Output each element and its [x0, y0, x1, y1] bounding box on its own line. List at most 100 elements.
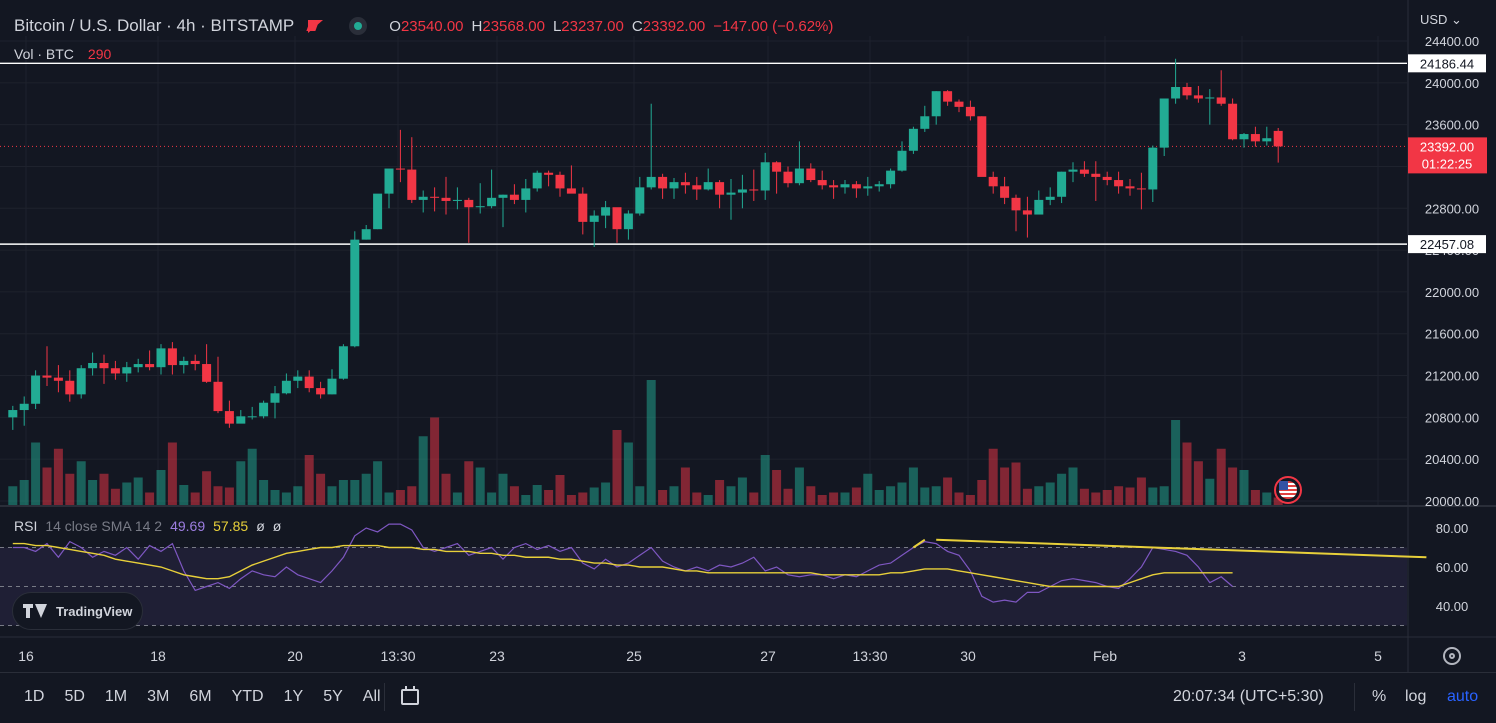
volume-label: Vol · BTC — [14, 46, 74, 62]
market-status-icon[interactable] — [349, 17, 368, 35]
level-label: 24186.44 — [1420, 56, 1474, 71]
range-5d[interactable]: 5D — [64, 688, 85, 705]
volume-bar — [1045, 482, 1055, 505]
time-tick-label: Feb — [1093, 648, 1117, 664]
range-3m[interactable]: 3M — [147, 688, 170, 705]
candle — [430, 196, 440, 198]
low-value: 23237.00 — [561, 17, 624, 35]
volume-bar — [578, 492, 588, 505]
volume-bar — [327, 486, 337, 505]
range-1d[interactable]: 1D — [24, 688, 45, 705]
rsi-legend[interactable]: RSI 14 close SMA 14 2 49.69 57.85 ø ø — [14, 518, 281, 534]
candle — [1125, 186, 1135, 189]
time-tick-label: 3 — [1238, 648, 1246, 664]
rsi-trendline — [912, 538, 926, 549]
candle — [794, 168, 804, 184]
tradingview-badge[interactable]: TradingView — [12, 592, 143, 630]
range-6m[interactable]: 6M — [189, 688, 212, 705]
price-tick-label: 22000.00 — [1425, 285, 1479, 300]
volume-bar — [1022, 488, 1032, 505]
candle — [281, 380, 291, 394]
candle — [977, 116, 987, 177]
range-5y[interactable]: 5Y — [323, 688, 343, 705]
timezone-clock[interactable]: 20:07:34 (UTC+5:30) — [1173, 688, 1324, 705]
volume-bar — [384, 492, 394, 505]
volume-bar — [350, 480, 360, 505]
volume-bar — [1057, 473, 1067, 505]
rsi-value: 49.69 — [170, 518, 206, 534]
candle — [532, 172, 542, 189]
candle — [247, 416, 257, 418]
price-tick-label: 20800.00 — [1425, 410, 1479, 425]
volume-bar — [19, 480, 29, 505]
candle — [338, 346, 348, 379]
candle — [190, 360, 200, 365]
candle — [1136, 188, 1146, 190]
range-ytd[interactable]: YTD — [231, 688, 264, 705]
toolbar-divider — [1354, 683, 1355, 711]
volume-bar — [213, 486, 223, 505]
toolbar-divider — [384, 683, 385, 711]
candle — [1045, 196, 1055, 200]
candle — [612, 207, 622, 230]
candle — [658, 176, 668, 189]
flag-icon[interactable] — [308, 19, 324, 33]
calendar-icon[interactable] — [401, 686, 419, 705]
volume-legend[interactable]: Vol · BTC 290 — [14, 46, 111, 62]
symbol-title[interactable]: Bitcoin / U.S. Dollar · 4h · BITSTAMP — [14, 16, 295, 35]
price-tick-label: 20400.00 — [1425, 452, 1479, 467]
volume-bar — [31, 442, 41, 505]
rsi-sma-line — [12, 542, 1233, 588]
candle — [373, 193, 383, 230]
candle — [1171, 87, 1181, 99]
percent-toggle[interactable]: % — [1372, 688, 1387, 705]
price-tick-label: 20000.00 — [1425, 494, 1479, 509]
volume-bar — [749, 492, 759, 505]
volume-bar — [259, 480, 269, 505]
candle — [1250, 134, 1260, 142]
volume-bar — [1228, 467, 1238, 505]
volume-bar — [361, 473, 371, 505]
volume-bar — [1034, 486, 1044, 505]
price-tick-label: 23600.00 — [1425, 118, 1479, 133]
time-tick-label: 25 — [626, 648, 642, 664]
auto-toggle[interactable]: auto — [1447, 688, 1479, 705]
volume-bar — [338, 480, 348, 505]
volume-bar — [42, 467, 52, 505]
candle — [316, 388, 326, 395]
volume-bar — [886, 486, 896, 505]
candle — [566, 188, 576, 194]
range-all[interactable]: All — [362, 688, 381, 705]
candle — [498, 194, 508, 198]
candle — [897, 150, 907, 171]
candle — [407, 169, 417, 200]
candle — [783, 171, 793, 184]
volume-bar — [908, 467, 918, 505]
volume-bar — [441, 473, 451, 505]
volume-bar — [1079, 488, 1089, 505]
candle — [749, 189, 759, 191]
candle — [1273, 130, 1283, 147]
candle — [1079, 169, 1089, 174]
volume-bar — [122, 482, 132, 505]
log-toggle[interactable]: log — [1405, 688, 1427, 705]
candle — [646, 176, 656, 188]
volume-bar — [840, 492, 850, 505]
range-1y[interactable]: 1Y — [283, 688, 304, 705]
candle — [236, 416, 246, 424]
volume-bar — [658, 490, 668, 505]
volume-bar — [293, 486, 303, 505]
candle — [167, 348, 177, 366]
volume-bar — [1011, 462, 1021, 505]
candle — [418, 196, 428, 200]
range-1m[interactable]: 1M — [104, 688, 128, 705]
currency-selector[interactable]: USD ⌄ — [1420, 12, 1462, 27]
us-event-icon[interactable] — [1274, 476, 1302, 504]
volume-bar — [1102, 490, 1112, 505]
volume-bar — [772, 470, 782, 505]
volume-bar — [247, 448, 257, 505]
settings-gear-icon[interactable] — [1443, 647, 1461, 665]
volume-bar — [99, 473, 109, 505]
volume-bar — [498, 473, 508, 505]
